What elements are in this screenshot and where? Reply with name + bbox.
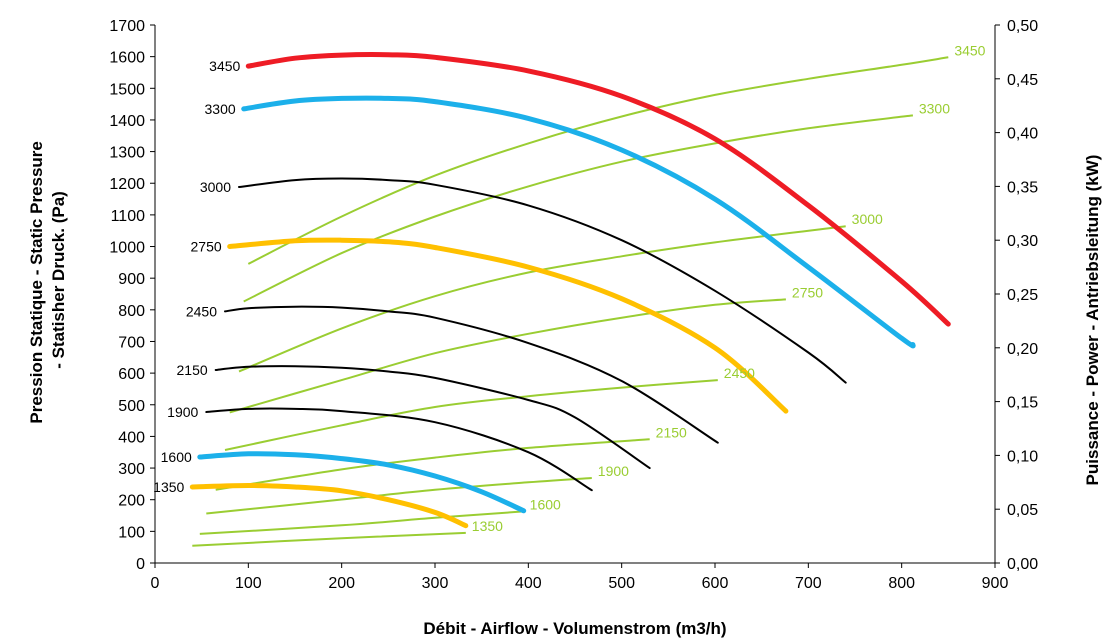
pressure-curve-3000 [238,177,847,384]
x-tick-label: 500 [608,575,635,592]
pressure-curve-2150 [214,365,651,470]
y-tick-label: 1600 [109,50,145,67]
y-tick-label: 500 [118,398,145,415]
x-tick-label: 900 [982,575,1009,592]
power-curve-2450 [224,379,718,451]
y2-tick-label: 0,35 [1007,179,1038,196]
power-curve-label-2450: 2450 [724,365,755,381]
y-tick-label: 1500 [109,81,145,98]
y-tick-label: 300 [118,461,145,478]
power-curve-label-1900: 1900 [598,463,629,479]
y2-tick-label: 0,20 [1007,341,1038,358]
x-tick-label: 600 [702,575,729,592]
y-tick-label: 1100 [111,208,146,225]
pressure-curve-label-3450: 3450 [209,58,240,74]
pressure-curve-1900 [205,407,593,492]
y2-tick-label: 0,50 [1007,18,1038,35]
y-tick-label: 1400 [109,113,145,130]
power-curve-label-1600: 1600 [530,496,561,512]
x-tick-label: 100 [235,575,262,592]
power-curve-label-3450: 3450 [954,42,985,58]
pressure-curve-label-2750: 2750 [191,239,222,255]
pressure-curve-1350 [189,482,469,529]
y2-tick-label: 0,40 [1007,126,1038,143]
power-curve-2750 [229,298,786,414]
y2-tick-label: 0,30 [1007,233,1038,250]
pressure-curve-1600 [197,451,527,514]
power-curve-label-3300: 3300 [919,100,950,116]
y2-tick-label: 0,10 [1007,448,1038,465]
y-tick-label: 400 [118,429,145,446]
pressure-curve-3450 [245,52,951,327]
power-curve-label-2150: 2150 [656,424,687,440]
y2-tick-label: 0,25 [1007,287,1038,304]
y-tick-label: 200 [118,493,145,510]
power-curve-1600 [199,510,524,535]
y2-axis-title: Puissance - Power - Antriebsleitung (kW) [1083,155,1102,486]
y-tick-label: 100 [118,524,145,541]
y-tick-label: 900 [118,271,145,288]
y-axis-title-line-2: - Statisher Druck. (Pa) [49,191,68,369]
pressure-curve-label-3000: 3000 [200,179,231,195]
pressure-curve-label-1900: 1900 [167,404,198,420]
y-tick-label: 800 [118,303,145,320]
pressure-curve-label-3300: 3300 [205,101,236,117]
power-curve-label-2750: 2750 [792,284,823,300]
y2-tick-label: 0,45 [1007,72,1038,89]
power-curve-label-1350: 1350 [472,518,503,534]
x-tick-label: 700 [795,575,822,592]
pressure-curve-2450 [224,305,719,444]
y-tick-label: 600 [118,366,145,383]
power-curve-2150 [215,438,650,491]
power-curve-1350 [192,531,466,547]
y-tick-label: 700 [118,334,145,351]
y-tick-label: 1200 [109,176,145,193]
power-curve-label-3000: 3000 [852,211,883,227]
x-tick-label: 800 [888,575,915,592]
pressure-curve-label-2150: 2150 [177,362,208,378]
y-axis-title: Pression Statique - Static Pressure - St… [27,136,68,423]
y-tick-label: 1700 [109,18,145,35]
x-tick-label: 200 [328,575,355,592]
pressure-curve-label-1350: 1350 [153,479,184,495]
y-tick-label: 0 [136,556,145,573]
pressure-curve-label-1600: 1600 [161,449,192,465]
pressure-curve-2750 [227,237,789,414]
power-curve-3450 [247,56,949,265]
power-curve-3000 [238,225,846,373]
y2-tick-label: 0,00 [1007,556,1038,573]
y2-tick-label: 0,15 [1007,395,1038,412]
pressure-curve-label-2450: 2450 [186,303,217,319]
y2-tick-label: 0,05 [1007,502,1038,519]
power-curve-3300 [243,114,914,303]
power-curve-1900 [206,477,592,515]
y-tick-label: 1300 [109,145,145,162]
x-tick-label: 300 [422,575,449,592]
x-axis-title: Débit - Airflow - Volumenstrom (m3/h) [423,619,726,638]
x-tick-label: 0 [151,575,160,592]
y-axis-title-line-1: Pression Statique - Static Pressure [27,141,46,424]
x-tick-label: 400 [515,575,542,592]
pressure-curve-3300 [241,95,916,349]
y-tick-label: 1000 [109,240,145,257]
